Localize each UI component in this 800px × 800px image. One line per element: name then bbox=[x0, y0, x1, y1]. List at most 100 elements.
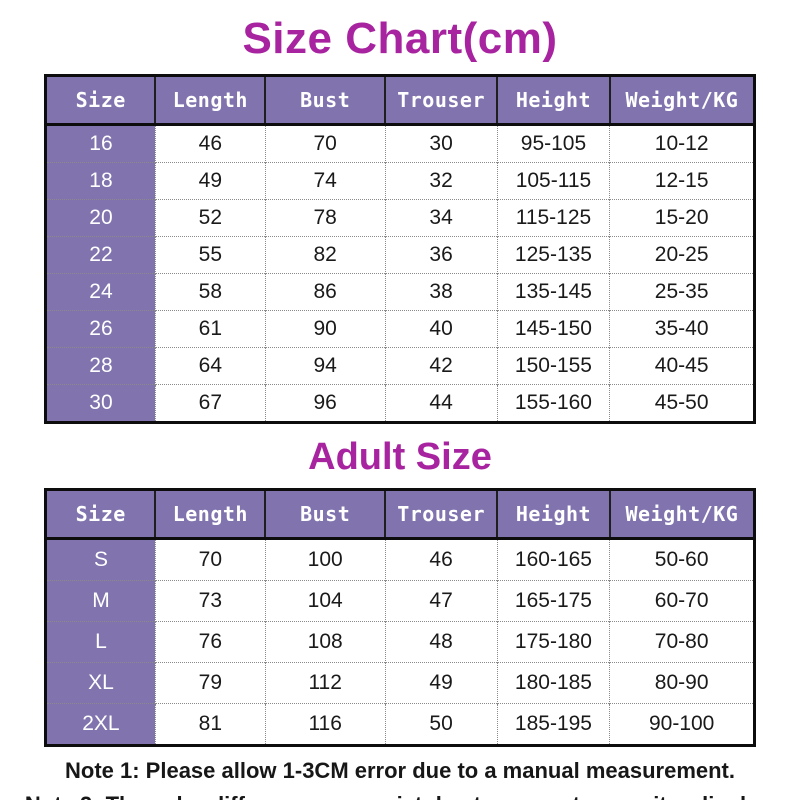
column-header: Bust bbox=[264, 75, 386, 126]
size-label-cell: 26 bbox=[45, 310, 156, 348]
table-row: L 76 108 48 175-180 70-80 bbox=[45, 621, 755, 663]
value-cell: 58 bbox=[154, 273, 266, 311]
value-cell: 105-115 bbox=[496, 162, 610, 200]
adult-size-table: Size Length Bust Trouser Height Weight/KG S 70 1… bbox=[44, 488, 756, 747]
note-1: Note 1: Please allow 1-3CM error due to … bbox=[65, 758, 735, 783]
table-row: 2XL 81 116 50 185-195 90-100 bbox=[45, 703, 755, 746]
table-row: 30 67 96 44 155-160 45-50 bbox=[45, 384, 755, 423]
value-cell: 40-45 bbox=[609, 347, 755, 385]
value-cell: 70 bbox=[154, 538, 266, 581]
value-cell: 81 bbox=[154, 703, 266, 746]
size-label-cell: 18 bbox=[45, 162, 156, 200]
table-row: 26 61 90 40 145-150 35-40 bbox=[45, 310, 755, 348]
column-header: Trouser bbox=[384, 75, 498, 126]
value-cell: 82 bbox=[264, 236, 386, 274]
size-label-cell: 16 bbox=[45, 124, 156, 163]
page-title: Size Chart(cm) bbox=[242, 14, 558, 63]
table-row: 18 49 74 32 105-115 12-15 bbox=[45, 162, 755, 200]
column-header: Length bbox=[154, 489, 266, 540]
value-cell: 49 bbox=[154, 162, 266, 200]
value-cell: 45-50 bbox=[609, 384, 755, 423]
header-row: Size Length Bust Trouser Height Weight/KG bbox=[45, 489, 755, 540]
size-label-cell: 20 bbox=[45, 199, 156, 237]
size-label-cell: XL bbox=[45, 662, 156, 704]
value-cell: 55 bbox=[154, 236, 266, 274]
size-label-cell: M bbox=[45, 580, 156, 622]
column-header: Length bbox=[154, 75, 266, 126]
value-cell: 104 bbox=[264, 580, 386, 622]
table-row: S 70 100 46 160-165 50-60 bbox=[45, 538, 755, 581]
value-cell: 38 bbox=[384, 273, 498, 311]
size-label-cell: 28 bbox=[45, 347, 156, 385]
table-row: 16 46 70 30 95-105 10-12 bbox=[45, 124, 755, 163]
value-cell: 48 bbox=[384, 621, 498, 663]
value-cell: 100 bbox=[264, 538, 386, 581]
column-header: Weight/KG bbox=[608, 489, 755, 540]
value-cell: 90-100 bbox=[609, 703, 755, 746]
value-cell: 60-70 bbox=[609, 580, 755, 622]
kids-size-table: Size Length Bust Trouser Height Weight/KG 16 46… bbox=[44, 74, 756, 424]
value-cell: 46 bbox=[384, 538, 498, 581]
table-row: M 73 104 47 165-175 60-70 bbox=[45, 580, 755, 622]
column-header: Size bbox=[45, 75, 156, 126]
value-cell: 165-175 bbox=[496, 580, 610, 622]
size-label-cell: 22 bbox=[45, 236, 156, 274]
value-cell: 42 bbox=[384, 347, 498, 385]
value-cell: 115-125 bbox=[496, 199, 610, 237]
value-cell: 34 bbox=[384, 199, 498, 237]
column-header: Height bbox=[496, 489, 610, 540]
value-cell: 30 bbox=[384, 124, 498, 163]
value-cell: 96 bbox=[264, 384, 386, 423]
value-cell: 70 bbox=[264, 124, 386, 163]
value-cell: 79 bbox=[154, 662, 266, 704]
value-cell: 108 bbox=[264, 621, 386, 663]
value-cell: 15-20 bbox=[609, 199, 755, 237]
value-cell: 50-60 bbox=[609, 538, 755, 581]
column-header: Height bbox=[496, 75, 610, 126]
value-cell: 73 bbox=[154, 580, 266, 622]
size-label-cell: 24 bbox=[45, 273, 156, 311]
value-cell: 52 bbox=[154, 199, 266, 237]
value-cell: 61 bbox=[154, 310, 266, 348]
size-label-cell: 30 bbox=[45, 384, 156, 423]
value-cell: 86 bbox=[264, 273, 386, 311]
note-2: Note 2: The color difference may exist d… bbox=[0, 792, 800, 800]
column-header: Size bbox=[45, 489, 156, 540]
value-cell: 180-185 bbox=[496, 662, 610, 704]
value-cell: 116 bbox=[264, 703, 386, 746]
header-row: Size Length Bust Trouser Height Weight/KG bbox=[45, 75, 755, 126]
value-cell: 145-150 bbox=[496, 310, 610, 348]
value-cell: 32 bbox=[384, 162, 498, 200]
value-cell: 76 bbox=[154, 621, 266, 663]
value-cell: 74 bbox=[264, 162, 386, 200]
value-cell: 44 bbox=[384, 384, 498, 423]
value-cell: 35-40 bbox=[609, 310, 755, 348]
table-row: 22 55 82 36 125-135 20-25 bbox=[45, 236, 755, 274]
value-cell: 155-160 bbox=[496, 384, 610, 423]
value-cell: 175-180 bbox=[496, 621, 610, 663]
size-label-cell: 2XL bbox=[45, 703, 156, 746]
value-cell: 25-35 bbox=[609, 273, 755, 311]
table-row: 20 52 78 34 115-125 15-20 bbox=[45, 199, 755, 237]
value-cell: 160-165 bbox=[496, 538, 610, 581]
column-header: Trouser bbox=[384, 489, 498, 540]
value-cell: 78 bbox=[264, 199, 386, 237]
size-label-cell: L bbox=[45, 621, 156, 663]
column-header: Bust bbox=[264, 489, 386, 540]
value-cell: 46 bbox=[154, 124, 266, 163]
value-cell: 125-135 bbox=[496, 236, 610, 274]
size-label-cell: S bbox=[45, 538, 156, 581]
value-cell: 64 bbox=[154, 347, 266, 385]
adult-size-title: Adult Size bbox=[308, 436, 492, 478]
value-cell: 135-145 bbox=[496, 273, 610, 311]
value-cell: 10-12 bbox=[609, 124, 755, 163]
value-cell: 150-155 bbox=[496, 347, 610, 385]
value-cell: 90 bbox=[264, 310, 386, 348]
value-cell: 49 bbox=[384, 662, 498, 704]
table-row: XL 79 112 49 180-185 80-90 bbox=[45, 662, 755, 704]
value-cell: 112 bbox=[264, 662, 386, 704]
notes-section: Note 1: Please allow 1-3CM error due to … bbox=[0, 758, 800, 800]
value-cell: 12-15 bbox=[609, 162, 755, 200]
value-cell: 20-25 bbox=[609, 236, 755, 274]
